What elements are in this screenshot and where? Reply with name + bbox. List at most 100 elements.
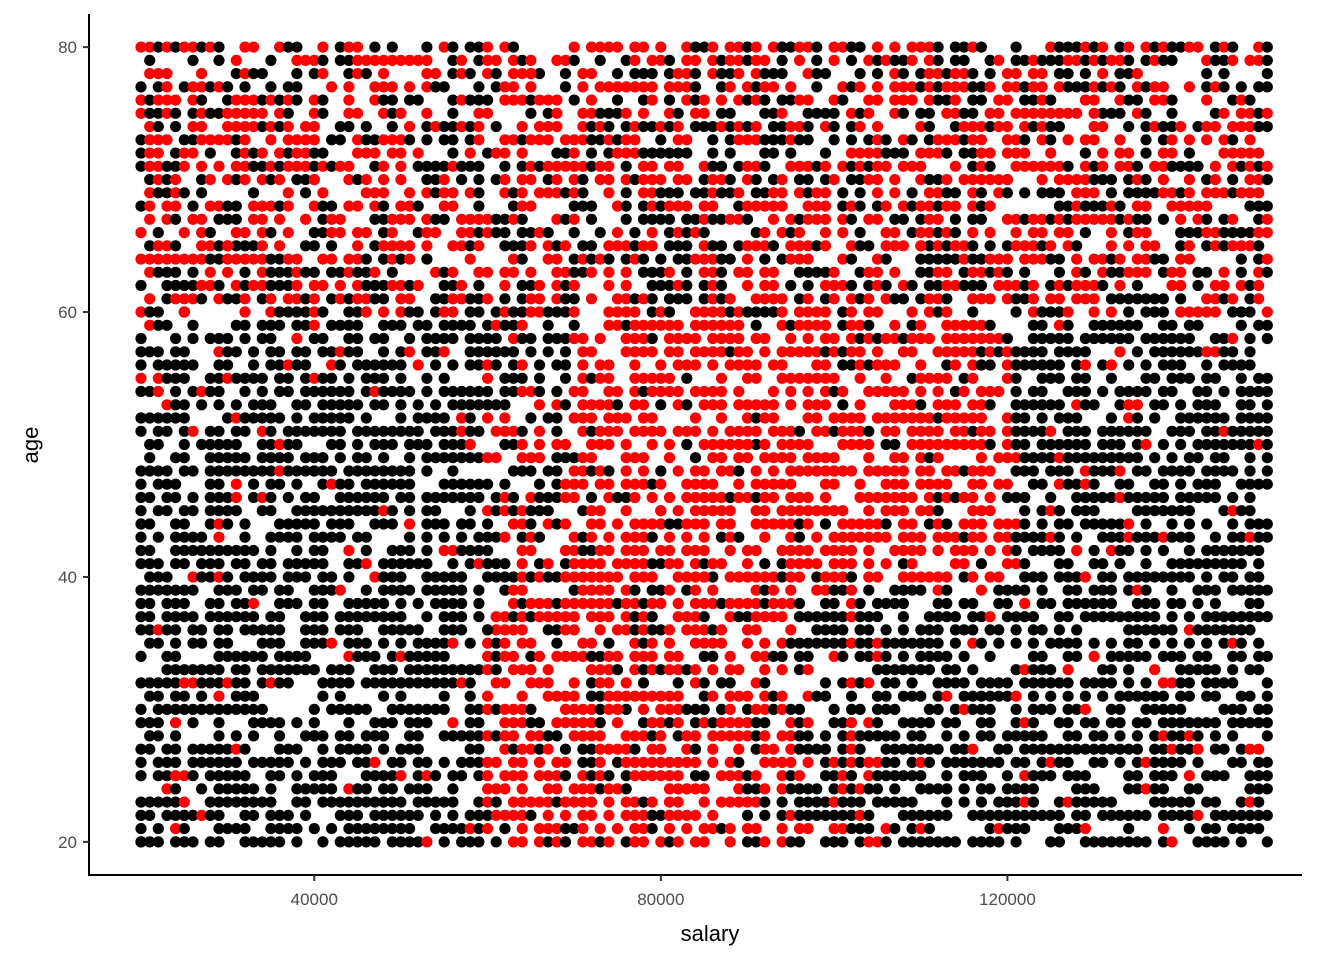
- point-red: [637, 412, 650, 424]
- point-red: [646, 412, 658, 424]
- point-red: [499, 505, 511, 517]
- point-black: [1097, 558, 1109, 570]
- point-black: [447, 783, 459, 795]
- point-black: [559, 836, 572, 848]
- point-red: [915, 756, 927, 769]
- point-black: [1097, 491, 1109, 504]
- point-red: [360, 558, 372, 570]
- point-black: [1027, 465, 1039, 477]
- point-red: [819, 571, 832, 583]
- point-black: [1131, 730, 1143, 742]
- point-red: [533, 571, 546, 583]
- point-red: [1001, 121, 1014, 133]
- point-red: [594, 174, 606, 186]
- point-red: [871, 266, 884, 278]
- point-black: [213, 783, 225, 795]
- point-red: [1001, 372, 1014, 384]
- point-red: [144, 134, 156, 146]
- point-red: [577, 332, 589, 345]
- point-black: [837, 836, 849, 848]
- point-black: [542, 730, 554, 742]
- point-black: [958, 372, 970, 384]
- point-black: [1261, 611, 1273, 623]
- point-black: [681, 399, 693, 411]
- point-red: [1027, 306, 1039, 318]
- point-black: [620, 783, 632, 795]
- point-black: [438, 584, 450, 596]
- point-red: [646, 571, 658, 583]
- point-black: [1192, 279, 1204, 292]
- point-black: [923, 611, 936, 623]
- point-red: [430, 227, 442, 239]
- point-red: [646, 770, 658, 782]
- point-black: [1192, 558, 1204, 570]
- point-black: [369, 134, 381, 146]
- point-red: [689, 730, 702, 742]
- point-black: [239, 664, 251, 676]
- point-black: [1201, 491, 1213, 504]
- point-red: [1001, 478, 1014, 490]
- point-black: [447, 558, 459, 570]
- point-red: [923, 332, 936, 345]
- point-black: [542, 491, 554, 504]
- point-red: [525, 385, 537, 398]
- point-red: [1079, 174, 1091, 186]
- point-red: [300, 160, 312, 172]
- point-black: [196, 624, 208, 636]
- point-black: [334, 319, 346, 331]
- point-red: [594, 624, 606, 636]
- point-red: [637, 174, 650, 186]
- point-red: [681, 518, 693, 530]
- point-red: [326, 213, 338, 225]
- point-black: [1114, 756, 1126, 769]
- point-red: [707, 823, 719, 835]
- point-black: [1105, 650, 1117, 663]
- point-black: [161, 650, 173, 663]
- point-black: [1105, 637, 1117, 649]
- point-red: [993, 187, 1005, 199]
- point-black: [906, 823, 918, 835]
- point-red: [724, 664, 736, 676]
- point-red: [715, 438, 728, 451]
- point-black: [1123, 664, 1135, 676]
- point-red: [984, 346, 996, 358]
- point-red: [577, 637, 589, 649]
- point-black: [499, 571, 511, 583]
- point-black: [482, 544, 494, 557]
- point-red: [585, 346, 598, 358]
- point-black: [854, 240, 866, 252]
- point-black: [923, 134, 936, 146]
- point-black: [230, 425, 242, 437]
- point-red: [386, 213, 398, 225]
- point-red: [603, 279, 615, 292]
- point-red: [559, 756, 572, 769]
- point-red: [724, 465, 736, 477]
- point-black: [819, 637, 832, 649]
- point-black: [256, 558, 268, 570]
- point-red: [663, 690, 676, 702]
- point-black: [1131, 783, 1143, 795]
- point-red: [776, 597, 788, 610]
- point-red: [663, 531, 676, 543]
- point-black: [187, 200, 199, 212]
- point-black: [1010, 491, 1022, 504]
- point-red: [993, 478, 1005, 490]
- point-black: [1166, 730, 1178, 742]
- point-black: [585, 743, 598, 755]
- point-black: [152, 703, 164, 716]
- point-black: [300, 187, 312, 199]
- point-black: [1097, 677, 1109, 689]
- point-black: [551, 385, 563, 398]
- point-red: [1244, 134, 1256, 146]
- point-red: [533, 227, 546, 239]
- point-black: [845, 279, 858, 292]
- point-black: [464, 399, 476, 411]
- point-black: [854, 332, 866, 345]
- point-red: [724, 756, 736, 769]
- point-black: [1088, 677, 1100, 689]
- point-red: [282, 134, 294, 146]
- point-black: [880, 796, 892, 808]
- point-black: [1157, 717, 1169, 729]
- point-red: [681, 783, 693, 795]
- point-red: [1166, 836, 1178, 848]
